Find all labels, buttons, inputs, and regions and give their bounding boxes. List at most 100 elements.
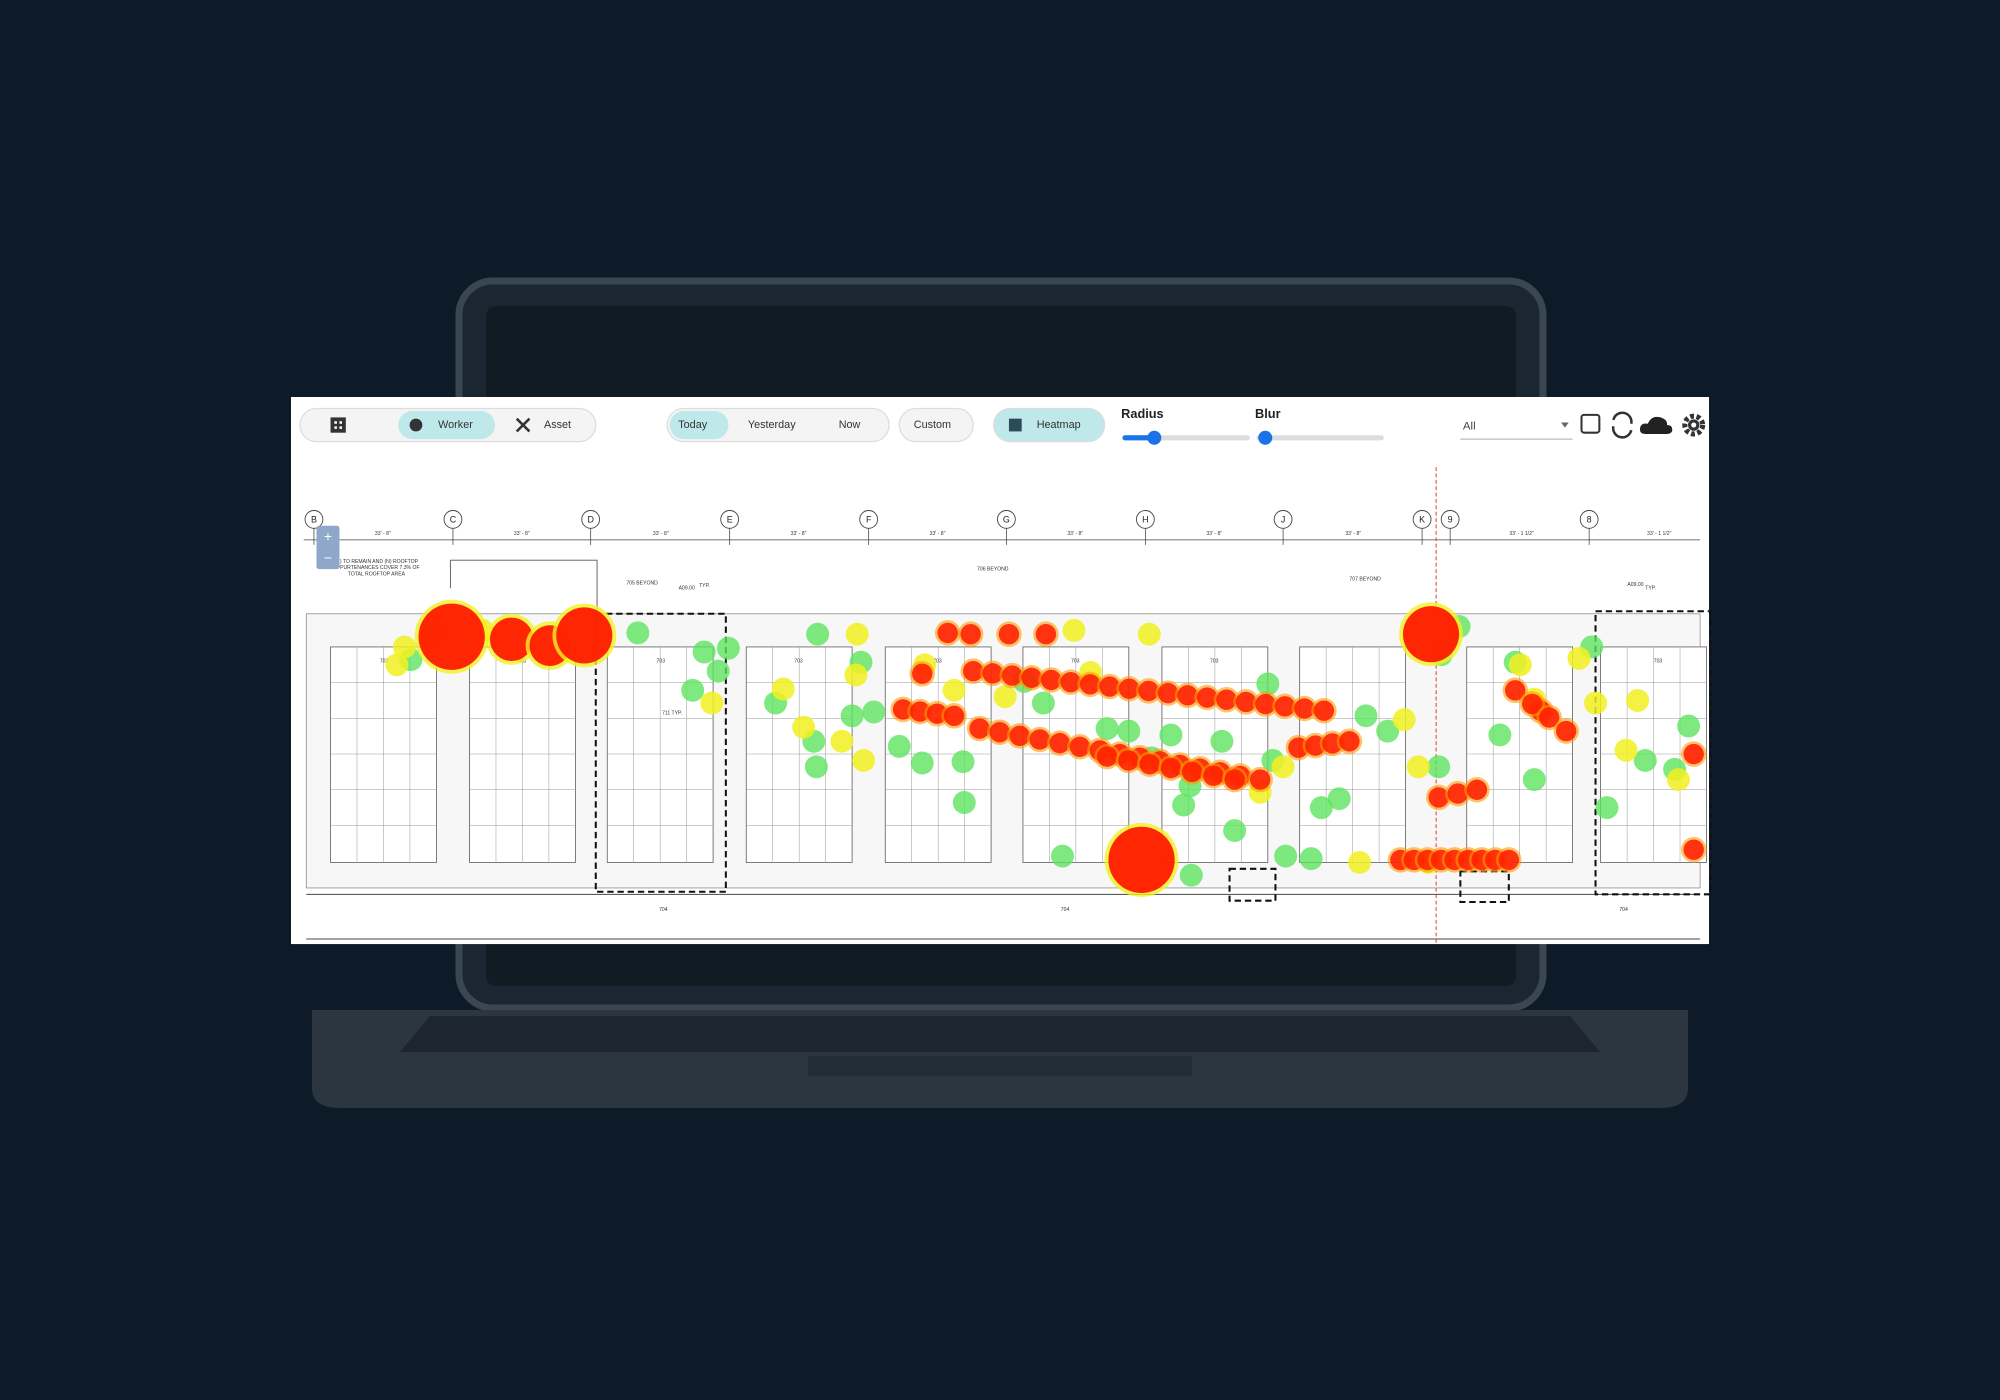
heat-point <box>1160 757 1182 779</box>
heat-point <box>792 715 816 739</box>
heat-point <box>1216 689 1237 710</box>
dimension-label: 33' - 8" <box>653 531 669 537</box>
heat-point <box>489 617 534 661</box>
dashed-zone <box>1594 610 1712 896</box>
radius-slider[interactable] <box>1147 430 1162 445</box>
room-label: 703 <box>657 658 666 664</box>
heat-point <box>1060 671 1081 693</box>
heat-point <box>1035 623 1057 645</box>
zoom-out[interactable]: − <box>324 550 332 566</box>
heat-point <box>385 653 409 677</box>
heat-point <box>1172 793 1196 817</box>
room-label: 703 <box>794 658 803 664</box>
heat-point <box>1354 704 1378 728</box>
gridline-label: C <box>450 514 457 524</box>
yesterday-label[interactable]: Yesterday <box>748 419 796 431</box>
today-label[interactable]: Today <box>678 419 707 431</box>
trackpad <box>808 1056 1192 1076</box>
heat-point <box>1299 847 1323 871</box>
blur-label: Blur <box>1255 406 1281 421</box>
callout-text: TYP. <box>1645 586 1656 592</box>
heat-point <box>1466 779 1488 800</box>
heat-point <box>681 678 705 702</box>
heat-point <box>1309 796 1333 820</box>
gridline-bubble <box>581 510 601 529</box>
heat-point <box>1677 714 1701 738</box>
heat-point <box>1179 863 1203 887</box>
heatmap-icon <box>1008 418 1022 432</box>
zoom-in[interactable]: + <box>324 528 332 544</box>
note-text: (E) TO REMAIN AND (N) ROOFTOP <box>335 559 419 565</box>
refresh-button[interactable] <box>1611 411 1633 439</box>
custom-label[interactable]: Custom <box>914 419 951 431</box>
dimension-label: 33' - 1 1/2" <box>1509 531 1533 537</box>
room-label: 703 <box>1071 658 1080 664</box>
worker-label[interactable]: Worker <box>438 419 473 431</box>
heat-point <box>1584 691 1608 715</box>
heat-point <box>1069 736 1091 757</box>
download-button[interactable] <box>1639 416 1673 434</box>
now-label[interactable]: Now <box>839 419 861 431</box>
gridline-bubble <box>1440 510 1460 529</box>
keyboard <box>400 1016 1600 1052</box>
gridline-label: H <box>1142 514 1148 524</box>
heat-point <box>1521 693 1543 715</box>
heat-point <box>910 751 934 775</box>
today-toggle[interactable] <box>669 411 729 440</box>
heat-point <box>951 750 975 774</box>
note-text: APPURTENANCES COVER 7.3% OF <box>333 565 419 571</box>
heat-point <box>1021 667 1042 688</box>
heat-point <box>943 705 965 727</box>
heat-point <box>1595 796 1619 820</box>
dimension-label: 33' - 8" <box>1067 531 1083 537</box>
heat-point <box>942 678 966 702</box>
heat-point <box>1428 787 1449 808</box>
heat-point <box>1498 849 1520 871</box>
heat-point <box>1406 755 1430 779</box>
heatmap-label[interactable]: Heatmap <box>1037 419 1081 431</box>
asset-label[interactable]: Asset <box>544 419 571 431</box>
heat-point <box>1427 755 1451 779</box>
settings-button[interactable] <box>1682 413 1706 437</box>
heat-point <box>1001 665 1023 686</box>
heat-point <box>1117 719 1141 743</box>
heat-point <box>626 621 650 645</box>
gridline-bubble <box>720 510 740 529</box>
heat-point <box>1294 698 1315 719</box>
custom-button[interactable] <box>898 407 974 443</box>
heat-point <box>840 704 864 728</box>
filter-select[interactable]: All <box>1463 420 1476 432</box>
checkbox[interactable] <box>1580 413 1601 434</box>
heat-point <box>1255 693 1276 715</box>
heat-point <box>1196 687 1218 708</box>
heat-point <box>1504 680 1526 701</box>
select-arrow[interactable] <box>1561 422 1569 428</box>
building-icon[interactable] <box>330 417 346 433</box>
worker-toggle[interactable] <box>398 411 496 440</box>
heat-point <box>1096 746 1118 767</box>
heat-point <box>1138 680 1159 702</box>
room-label: 703 <box>933 658 942 664</box>
heat-point <box>1392 708 1416 732</box>
heatmap-button[interactable] <box>992 407 1106 443</box>
heatmap-layer <box>385 599 1707 897</box>
callout-text: A09.00 <box>679 586 695 592</box>
zoom-control <box>316 525 340 570</box>
dimension-label: 33' - 8" <box>375 531 391 537</box>
heat-point <box>1555 720 1577 742</box>
heat-point <box>912 663 933 684</box>
heat-point <box>771 677 795 701</box>
heat-point <box>1274 844 1298 868</box>
heat-point <box>1538 707 1560 728</box>
dimension-label: 33' - 1 1/2" <box>1647 531 1671 537</box>
heat-point <box>1203 765 1224 786</box>
heat-point <box>1095 717 1119 741</box>
heat-point <box>1159 723 1183 747</box>
heat-point <box>1137 622 1161 646</box>
heat-point <box>804 755 828 779</box>
heat-point <box>1626 689 1650 712</box>
heat-point <box>1049 732 1070 754</box>
blur-slider[interactable] <box>1258 430 1273 445</box>
callout-text: 707 BEYOND <box>1349 577 1381 583</box>
